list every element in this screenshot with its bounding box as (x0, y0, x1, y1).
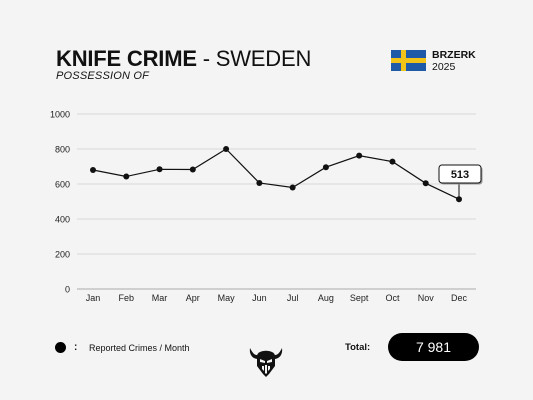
data-point (389, 158, 396, 165)
x-tick-label: Oct (385, 293, 400, 303)
brand-name: BRZERK (432, 49, 476, 61)
chart-title-rest: - SWEDEN (202, 46, 312, 71)
chart-title: KNIFE CRIME - SWEDEN (56, 46, 311, 72)
x-tick-label: Nov (418, 293, 435, 303)
x-tick-label: Sept (350, 293, 369, 303)
x-tick-label: Apr (186, 293, 200, 303)
data-point (356, 152, 363, 159)
legend-colon: : (74, 342, 78, 353)
data-point (123, 173, 130, 180)
total-value: 7 981 (388, 333, 479, 361)
x-tick-label: Jun (252, 293, 267, 303)
data-point (422, 180, 429, 187)
chart-title-bold: KNIFE CRIME (56, 46, 197, 71)
x-tick-label: Dec (451, 293, 468, 303)
data-point (189, 166, 196, 173)
y-tick-label: 200 (55, 250, 70, 260)
y-tick-label: 800 (55, 145, 70, 155)
year-label: 2025 (432, 61, 456, 73)
data-point (322, 164, 329, 171)
x-tick-label: Jan (86, 293, 101, 303)
x-tick-label: Mar (152, 293, 168, 303)
sweden-flag-icon (391, 50, 426, 71)
x-tick-label: Aug (318, 293, 334, 303)
y-tick-label: 0 (65, 285, 70, 295)
data-point (256, 179, 263, 186)
callout-box (438, 164, 482, 184)
legend-label: Reported Crimes / Month (89, 343, 190, 353)
x-tick-label: May (218, 293, 236, 303)
x-tick-label: Feb (119, 293, 135, 303)
callout-label: 513 (451, 169, 469, 181)
y-tick-label: 1000 (50, 110, 70, 120)
y-tick-label: 600 (55, 180, 70, 190)
data-point (90, 167, 96, 173)
data-point (223, 146, 230, 152)
y-tick-label: 400 (55, 215, 70, 225)
chart-subtitle: POSSESSION OF (56, 70, 150, 82)
horned-helmet-logo-icon (249, 348, 283, 377)
total-label: Total: (345, 342, 371, 353)
legend-marker-icon (55, 342, 66, 353)
x-tick-label: Jul (287, 293, 299, 303)
data-point (156, 166, 163, 173)
series-line (92, 148, 460, 200)
data-point (289, 184, 296, 191)
